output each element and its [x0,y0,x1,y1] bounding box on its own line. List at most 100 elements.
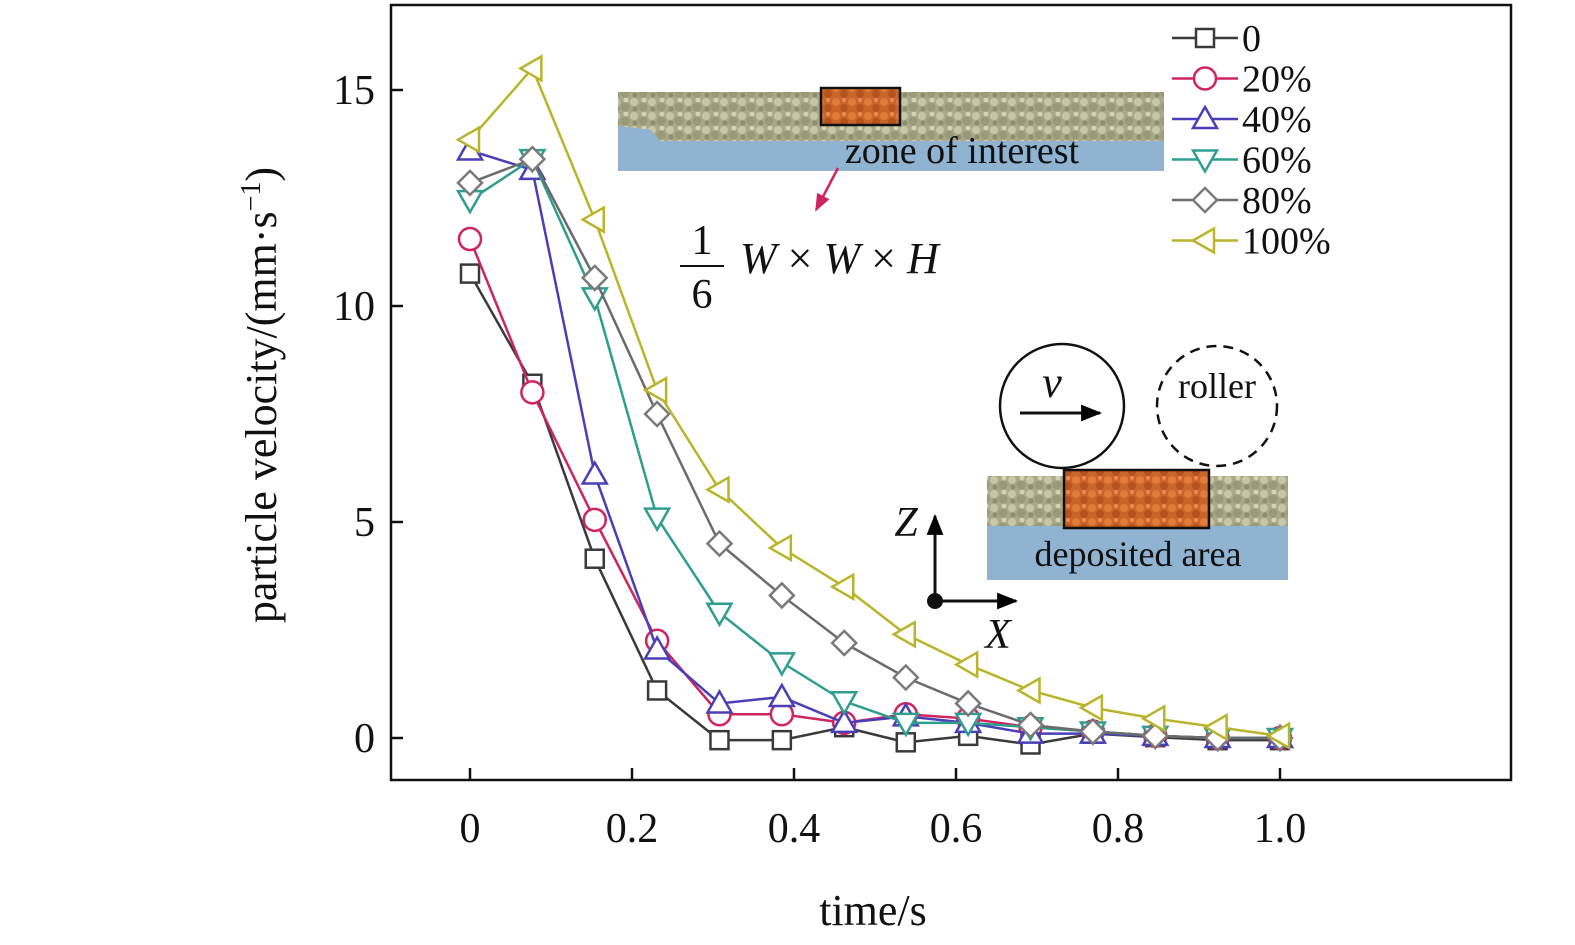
data-point [771,729,793,751]
data-point [830,708,859,734]
roller-label: roller [1178,366,1256,406]
data-point [517,54,543,83]
inset-bottom-target-box [1062,468,1211,530]
legend-marker [1191,186,1219,214]
y-tick-label: 5 [354,500,375,546]
deposited-area-label: deposited area [1035,534,1242,574]
y-axis-label: particle velocity/(mm·s−1) [236,167,286,623]
data-point [705,602,734,628]
plot-frame [389,3,1513,782]
x-axis: 0 0.2 0.4 0.6 0.8 1.0 [460,768,1307,852]
formula-term-3: H [906,234,941,283]
legend-label: 0 [1242,18,1261,60]
data-point [518,145,547,173]
y-tick-label: 10 [333,284,375,330]
legend-label: 60% [1242,140,1312,182]
fraction-denominator: 6 [692,272,713,318]
formula-op-2: × [860,234,907,283]
legend-marker [1190,104,1220,130]
inset-top-target-box [819,86,902,127]
inset-top: zone of interest 1 6 W × W × H [618,86,1164,318]
inset-bottom: deposited area v roller Z X [894,342,1288,658]
data-point [1016,711,1045,739]
data-point [891,712,920,738]
legend-marker [1190,149,1220,175]
legend: 020%40%60%80%100% [1172,18,1331,263]
legend-marker [1190,226,1216,255]
data-point [1078,693,1104,722]
formula-volume: W × W × H [740,234,941,283]
data-point [456,169,484,197]
data-point [953,650,979,679]
y-axis-label-close: ) [237,167,286,182]
data-point [1079,717,1107,746]
data-point [830,629,858,657]
data-point [767,652,797,677]
x-tick-label: 0.4 [768,806,821,852]
legend-label: 40% [1242,99,1312,141]
x-tick-label: 0.8 [1092,806,1145,852]
data-point [768,581,796,610]
fraction-numerator: 1 [692,218,713,264]
series-5 [455,54,1291,750]
data-point [1016,676,1041,705]
data-point [646,680,668,701]
data-point [520,380,545,405]
roller-solid [998,342,1126,470]
x-axis-label: time/s [819,886,927,935]
data-point [767,533,793,563]
x-tick-label: 0.6 [930,806,983,852]
y-axis-label-main: particle velocity/(mm·s [237,211,286,623]
data-point [767,682,797,708]
x-tick-label: 0.2 [606,806,659,852]
y-axis-label-exponent: −1 [236,182,267,212]
data-point [455,125,481,154]
data-point [1265,721,1291,750]
legend-marker [1192,66,1218,91]
series-layer [455,54,1295,755]
formula-term-1: W [740,234,780,283]
series-2 [455,135,1295,749]
zone-of-interest-label: zone of interest [845,130,1080,172]
legend-label: 80% [1242,180,1312,222]
data-point [457,226,483,252]
data-point [705,529,734,558]
x-tick-label: 0 [460,806,481,852]
legend-label: 100% [1242,221,1331,263]
data-point [642,634,672,660]
data-point [642,376,668,405]
zone-arrow [814,167,840,212]
data-point [892,663,920,692]
data-point [829,572,855,601]
data-point [704,475,730,504]
data-point [584,548,605,569]
axis-x-label: X [983,612,1013,658]
data-point [643,400,671,428]
formula-op-1: × [777,234,824,283]
data-point [459,263,481,284]
y-axis: 0 5 10 15 [333,68,403,762]
data-point [580,459,609,485]
roller-dashed [1155,344,1279,468]
data-point [830,691,859,716]
data-point [709,729,730,751]
y-tick-label: 15 [333,68,375,114]
axis-z-label: Z [894,500,918,546]
data-point [580,264,609,292]
velocity-symbol: v [1042,358,1062,407]
data-point [705,688,734,714]
data-point [1203,713,1228,742]
data-point [954,689,982,718]
formula-term-2: W [823,234,863,283]
data-point [1140,704,1166,733]
data-point [642,507,672,533]
data-point [580,205,605,234]
data-point [582,507,607,533]
legend-label: 20% [1242,59,1312,101]
x-tick-label: 1.0 [1254,806,1307,852]
inset-bottom-substrate [987,522,1288,580]
legend-marker [1194,27,1216,49]
data-point [891,620,917,649]
y-tick-label: 0 [354,716,375,762]
